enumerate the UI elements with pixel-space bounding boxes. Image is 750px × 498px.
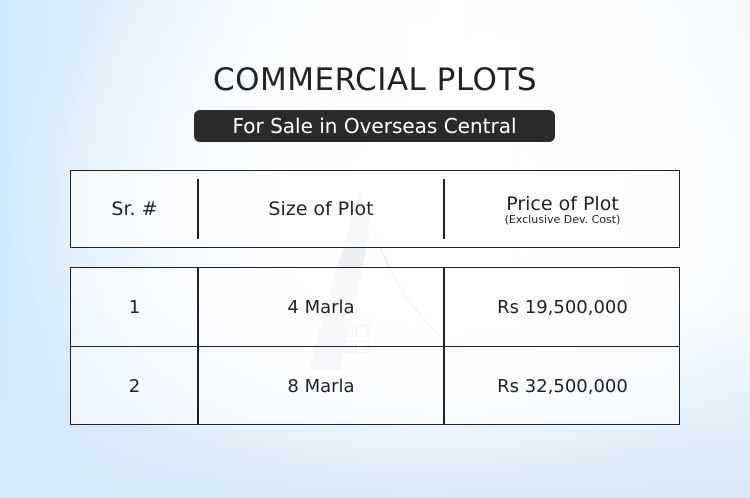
header-divider [443,179,445,239]
subtitle-badge: For Sale in Overseas Central [194,110,555,142]
table-body: 1 4 Marla Rs 19,500,000 2 8 Marla Rs 32,… [70,267,680,425]
header-price-note: (Exclusive Dev. Cost) [504,212,621,226]
cell-sr: 2 [128,375,141,397]
header-size: Size of Plot [198,171,444,247]
cell-size: 4 Marla [287,296,355,318]
table-header: Sr. # Size of Plot Price of Plot (Exclus… [70,170,680,248]
cell-size: 8 Marla [287,375,355,397]
header-sr: Sr. # [71,171,198,247]
cell-price: Rs 32,500,000 [497,375,628,397]
header-price-label: Price of Plot [506,192,619,215]
table-row: 1 4 Marla Rs 19,500,000 [71,268,679,346]
cell-sr: 1 [128,296,141,318]
header-size-label: Size of Plot [268,198,374,220]
header-sr-label: Sr. # [111,198,158,220]
cell-price: Rs 19,500,000 [497,296,628,318]
header-price: Price of Plot (Exclusive Dev. Cost) [444,171,681,247]
page-title: COMMERCIAL PLOTS [212,62,538,98]
table-row: 2 8 Marla Rs 32,500,000 [71,346,679,425]
header-divider [197,179,199,239]
